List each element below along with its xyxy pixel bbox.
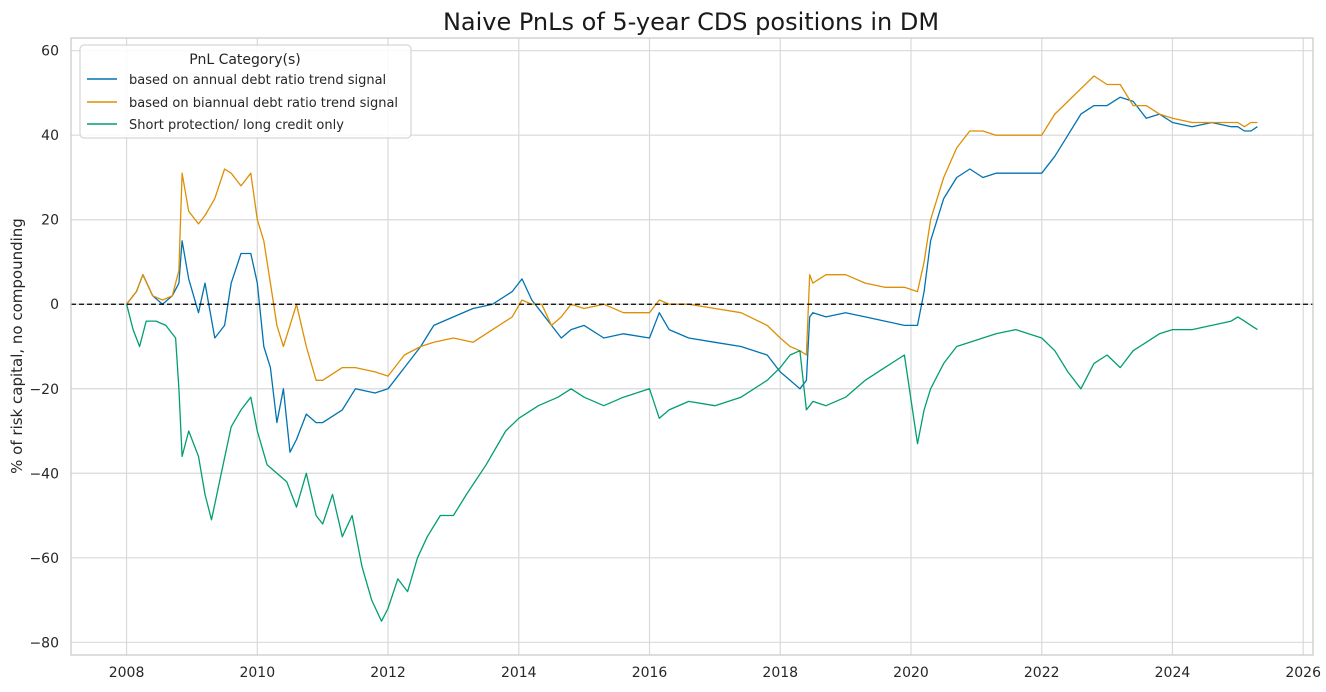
y-tick-label: −20 — [29, 382, 59, 398]
x-tick-label: 2010 — [239, 665, 275, 681]
legend-entry: based on annual debt ratio trend signal — [87, 73, 386, 88]
x-tick-label: 2012 — [370, 665, 406, 681]
y-tick-label: −40 — [29, 466, 59, 482]
x-tick-label: 2020 — [893, 665, 929, 681]
x-tick-label: 2014 — [501, 665, 537, 681]
legend-label-annual: based on annual debt ratio trend signal — [129, 73, 386, 88]
series-line-2 — [125, 304, 1258, 622]
series-line-1 — [126, 75, 1258, 381]
series-line-0 — [126, 96, 1258, 453]
legend-title: PnL Category(s) — [189, 52, 301, 68]
chart-title: Naive PnLs of 5-year CDS positions in DM — [443, 8, 939, 36]
y-tick-label: −60 — [29, 551, 59, 567]
legend-label-biannual: based on biannual debt ratio trend signa… — [129, 96, 398, 111]
y-tick-label: 60 — [41, 44, 59, 60]
plot-frame — [70, 37, 1314, 656]
legend-entry: based on biannual debt ratio trend signa… — [87, 96, 398, 111]
y-tick-label: 0 — [50, 297, 59, 313]
x-tick-label: 2016 — [632, 665, 668, 681]
y-axis-label: % of risk capital, no compounding — [8, 218, 26, 474]
y-tick-label: −80 — [29, 635, 59, 651]
legend-box — [79, 44, 412, 139]
y-tick-label: 20 — [41, 213, 59, 229]
x-tick-label: 2008 — [109, 665, 145, 681]
series-lines — [125, 75, 1258, 622]
x-tick-label: 2024 — [1155, 665, 1191, 681]
legend-label-short-protection: Short protection/ long credit only — [129, 118, 344, 133]
axis-ticks: 2008 2010 2012 2014 2016 2018 2020 2022 2024 2026… — [29, 44, 1321, 681]
legend: PnL Category(s) based on annual debt rat… — [79, 44, 412, 139]
x-tick-label: 2018 — [762, 665, 798, 681]
x-tick-label: 2026 — [1285, 665, 1321, 681]
legend-entry: Short protection/ long credit only — [87, 118, 344, 133]
x-tick-label: 2022 — [1024, 665, 1060, 681]
y-tick-label: 40 — [41, 128, 59, 144]
